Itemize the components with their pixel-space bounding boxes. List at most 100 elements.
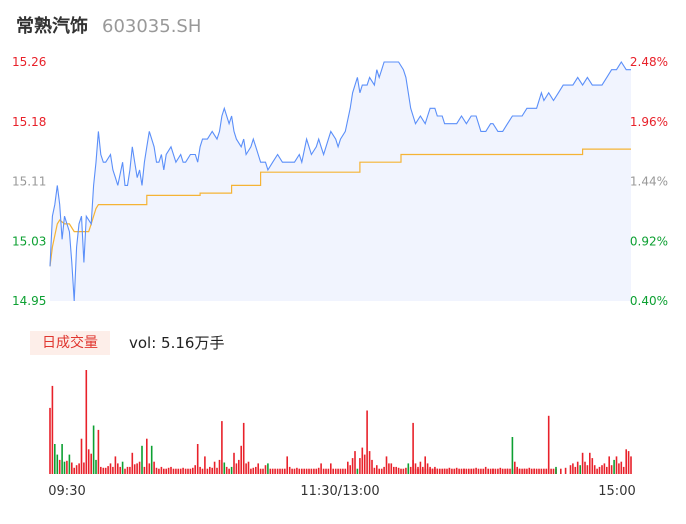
volume-bar [506,468,509,474]
volume-bar [109,463,112,474]
volume-bar [225,466,228,474]
volume-bar [158,468,160,474]
volume-bar [576,461,579,474]
y-left-tick-label: 15.03 [12,234,46,248]
volume-bar [100,466,102,474]
volume-bar [330,463,332,474]
volume-bar [148,463,151,474]
volume-bar [521,468,523,474]
volume-bar [291,468,293,474]
volume-bar [51,385,54,474]
volume-bar [182,467,184,474]
volume-bar [274,468,276,474]
volume-bar [560,468,562,474]
volume-bar [317,467,320,474]
volume-bar [250,468,252,474]
volume-bar [92,425,95,474]
volume-bar [422,468,424,474]
volume-bar [49,407,51,474]
volume-bar [78,463,80,474]
volume-bar [293,468,296,474]
volume-bar [569,465,572,474]
volume-bar [160,466,163,474]
volume-bar [540,468,543,474]
volume-bar [598,466,601,474]
volume-bar [167,467,170,474]
volume-bar [378,468,380,474]
stock-header: 常熟汽饰 603035.SH [16,12,201,40]
volume-bar [494,468,497,474]
volume-bar [523,468,526,474]
volume-bar [71,462,73,474]
volume-bar [409,466,412,474]
volume-bar [579,465,581,474]
volume-bar [83,462,85,474]
volume-bar [61,444,63,474]
volume-bar [339,468,342,474]
volume-bar [66,460,68,474]
volume-bar [424,456,426,474]
volume-bar [518,468,521,474]
volume-bar [216,467,218,474]
volume-bar [550,468,552,474]
volume-bar [170,466,172,474]
volume-bar [163,468,165,474]
volume-bar [591,458,594,474]
volume-bar [298,468,301,474]
y-right-tick-label: 1.96% [630,115,668,129]
volume-bar [472,468,475,474]
volume-bar [356,468,359,474]
volume-bar [547,415,550,474]
volume-bar [480,468,482,474]
volume-bar [315,468,318,474]
volume-bar [301,468,303,474]
volume-bar [187,468,189,474]
volume-bar [455,467,458,474]
volume-bar [441,468,443,474]
volume-bar [288,466,291,474]
volume-bar [104,467,107,474]
volume-bar [451,468,453,474]
volume-bar [545,468,548,474]
volume-bar [233,452,235,474]
volume-bar [373,467,376,474]
volume-bar [351,458,354,474]
volume-bar [489,468,492,474]
volume-bar [85,370,88,474]
volume-bar [572,463,574,474]
volume-bar [453,468,456,474]
volume-bar [238,459,240,474]
volume-bar [380,468,383,474]
volume-bar [124,468,126,474]
volume-bar [308,468,310,474]
volume-tab[interactable]: 日成交量 [30,331,110,355]
volume-bar [535,468,538,474]
volume-bar [468,468,470,474]
volume-bar [165,468,167,474]
volume-bar [361,447,364,474]
volume-bar [209,466,211,474]
volume-bar [429,466,431,474]
volume-bar [80,438,83,474]
volume-bar [281,468,284,474]
volume-bar [107,466,109,474]
volume-bar [126,466,129,474]
volume-bar [405,467,407,474]
volume-bar [218,459,221,474]
volume-bar [484,468,487,474]
volume-bar [596,468,598,474]
volume-bar [133,464,136,474]
volume-bar [492,468,494,474]
volume-bar [279,468,281,474]
volume-bar [608,456,610,474]
volume-bar [119,466,121,474]
volume-bar [257,463,259,474]
volume-bar [121,461,124,474]
volume-bar [114,456,117,474]
y-right-tick-label: 0.92% [630,234,668,248]
volume-bar [58,459,61,474]
volume-bar [63,461,66,474]
volume-bar [228,468,230,474]
volume-bar [543,468,545,474]
